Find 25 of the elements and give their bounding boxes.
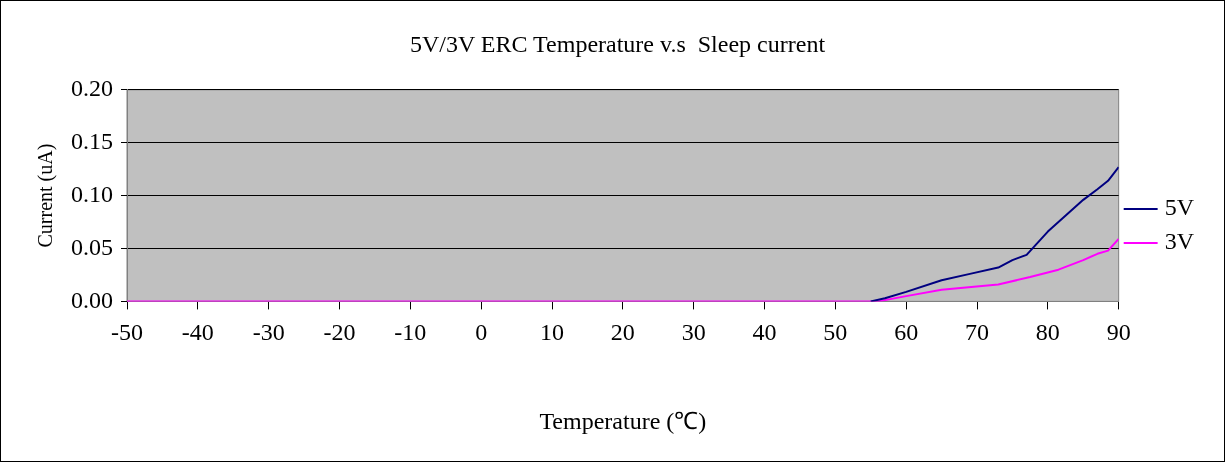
x-tick-label: -20 <box>323 319 356 346</box>
x-tick-label: 90 <box>1106 319 1131 346</box>
y-tick-label: 0.00 <box>71 286 113 313</box>
chart-title: 5V/3V ERC Temperature v.s Sleep current <box>409 30 826 57</box>
y-tick-label: 0.05 <box>71 233 113 260</box>
x-tick-label: -10 <box>394 319 427 346</box>
legend-label: 3V <box>1164 228 1195 255</box>
x-tick-label: 40 <box>752 319 777 346</box>
y-tick-label: 0.10 <box>71 180 113 207</box>
x-tick-label: 70 <box>965 319 989 346</box>
x-axis-title: Temperature (℃) <box>539 407 707 434</box>
x-tick-label: -50 <box>111 319 143 346</box>
x-tick-label: -30 <box>252 319 285 346</box>
x-tick-label: 30 <box>681 319 706 346</box>
x-tick-label: 80 <box>1035 319 1060 346</box>
x-tick-label: 10 <box>540 319 564 346</box>
x-tick-label: 0 <box>475 319 488 346</box>
x-tick-label: 60 <box>894 319 919 346</box>
x-tick-label: 20 <box>610 319 635 346</box>
x-tick-label: 50 <box>823 319 848 346</box>
x-tick-label: -40 <box>181 319 214 346</box>
legend-label: 5V <box>1164 194 1195 221</box>
y-tick-label: 0.20 <box>71 75 113 102</box>
y-tick-label: 0.15 <box>71 128 113 154</box>
y-axis-title: Current (uA) <box>34 143 58 248</box>
